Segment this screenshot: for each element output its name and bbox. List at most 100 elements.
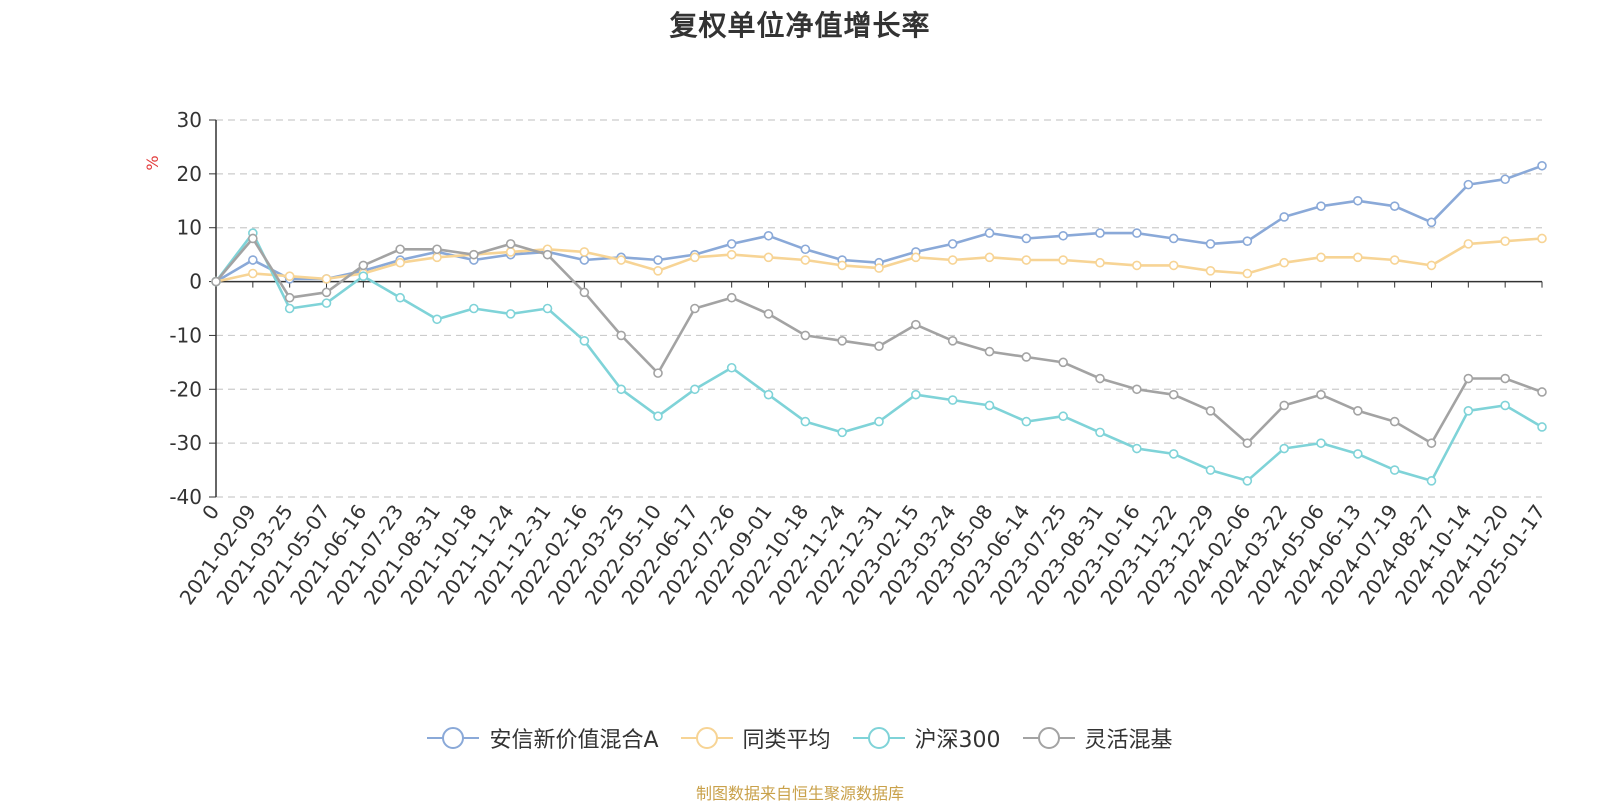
data-point — [542, 303, 553, 314]
legend-label: 灵活混基 — [1084, 728, 1173, 753]
data-point — [763, 389, 774, 400]
series-4 — [211, 233, 1547, 448]
line-chart: 3020100-10-20-30-4002021-02-092021-03-25… — [143, 108, 1550, 609]
data-point — [726, 239, 737, 249]
data-point — [1095, 373, 1105, 384]
data-point — [1058, 411, 1068, 422]
data-point — [1537, 233, 1547, 244]
data-point — [690, 384, 700, 395]
data-point — [1537, 422, 1547, 432]
data-point — [1279, 212, 1289, 222]
data-point — [874, 263, 884, 273]
data-point — [1021, 416, 1032, 427]
y-tick-label: -10 — [169, 323, 202, 347]
data-point — [321, 274, 332, 284]
y-tick-label: 0 — [189, 270, 202, 294]
data-point — [911, 252, 921, 263]
data-point — [1132, 228, 1142, 238]
data-point — [1021, 233, 1032, 244]
y-tick-label: 30 — [177, 108, 202, 132]
data-point — [1205, 406, 1216, 416]
chart-title: 复权单位净值增长率 — [669, 9, 931, 42]
data-point — [1500, 400, 1510, 411]
data-point — [321, 298, 332, 308]
data-point — [726, 249, 737, 260]
data-point — [395, 257, 405, 268]
data-point — [579, 247, 590, 257]
data-point — [1463, 373, 1474, 384]
data-point — [1132, 443, 1142, 454]
series-3 — [211, 228, 1547, 486]
legend-item-series-1[interactable]: 安信新价值混合A — [427, 722, 659, 754]
data-point — [505, 247, 516, 257]
data-point — [1205, 239, 1216, 249]
data-point — [616, 255, 626, 265]
data-point — [874, 341, 884, 352]
data-point — [1205, 465, 1216, 475]
data-point — [469, 249, 479, 260]
legend-label: 同类平均 — [742, 728, 831, 753]
data-point — [1389, 255, 1400, 265]
legend-item-series-3[interactable]: 沪深300 — [852, 722, 1001, 754]
data-point — [653, 368, 663, 378]
data-point — [837, 260, 847, 271]
legend-item-series-2[interactable]: 同类平均 — [680, 722, 831, 754]
data-point — [1058, 230, 1068, 241]
legend-item-series-4[interactable]: 灵活混基 — [1022, 722, 1173, 754]
data-point — [1500, 174, 1510, 185]
data-point — [984, 346, 995, 357]
data-point — [1537, 387, 1547, 397]
data-point — [1389, 201, 1400, 211]
data-point — [1168, 449, 1179, 459]
data-point — [874, 416, 884, 427]
data-point — [248, 233, 258, 244]
y-tick-label: 10 — [177, 216, 202, 240]
data-point — [726, 292, 737, 303]
data-point — [1316, 438, 1326, 448]
data-point — [653, 411, 663, 422]
legend-line-circle-icon — [680, 727, 733, 749]
data-point — [579, 336, 590, 346]
data-point — [542, 249, 553, 260]
data-point — [947, 239, 958, 249]
data-point — [911, 319, 921, 330]
data-point — [579, 287, 590, 298]
data-point — [1279, 443, 1289, 454]
data-point — [395, 244, 405, 255]
legend: 安信新价值混合A 同类平均 沪深300 灵活混基 — [0, 722, 1600, 754]
data-point — [1353, 406, 1363, 416]
data-point — [1021, 352, 1032, 362]
data-point — [1463, 239, 1474, 249]
data-point — [1242, 236, 1253, 246]
data-point — [358, 271, 369, 281]
data-point — [1279, 257, 1289, 268]
data-point — [469, 303, 479, 314]
data-point — [248, 268, 258, 279]
y-tick-label: -40 — [169, 485, 202, 509]
data-point — [1168, 389, 1179, 400]
data-point — [616, 384, 626, 395]
data-point — [1205, 265, 1216, 276]
data-point — [432, 252, 442, 263]
x-tick-label: 0 — [197, 500, 224, 524]
data-point — [616, 330, 626, 341]
data-point — [1242, 438, 1253, 448]
data-point — [1168, 260, 1179, 271]
data-point — [947, 336, 958, 346]
axis-layer: 3020100-10-20-30-4002021-02-092021-03-25… — [169, 108, 1550, 609]
y-axis-unit-label: % — [143, 155, 162, 170]
data-point — [653, 255, 663, 265]
data-point — [1095, 257, 1105, 268]
y-tick-label: -20 — [169, 377, 202, 401]
data-point — [1132, 384, 1142, 395]
legend-line-circle-icon — [427, 727, 480, 749]
data-point — [1168, 233, 1179, 244]
data-point — [653, 265, 663, 276]
legend-line-circle-icon — [852, 727, 905, 749]
data-point — [1500, 373, 1510, 384]
data-point — [1426, 260, 1437, 271]
data-point — [726, 362, 737, 373]
data-point — [1279, 400, 1289, 411]
data-point — [984, 252, 995, 263]
data-point — [947, 395, 958, 405]
